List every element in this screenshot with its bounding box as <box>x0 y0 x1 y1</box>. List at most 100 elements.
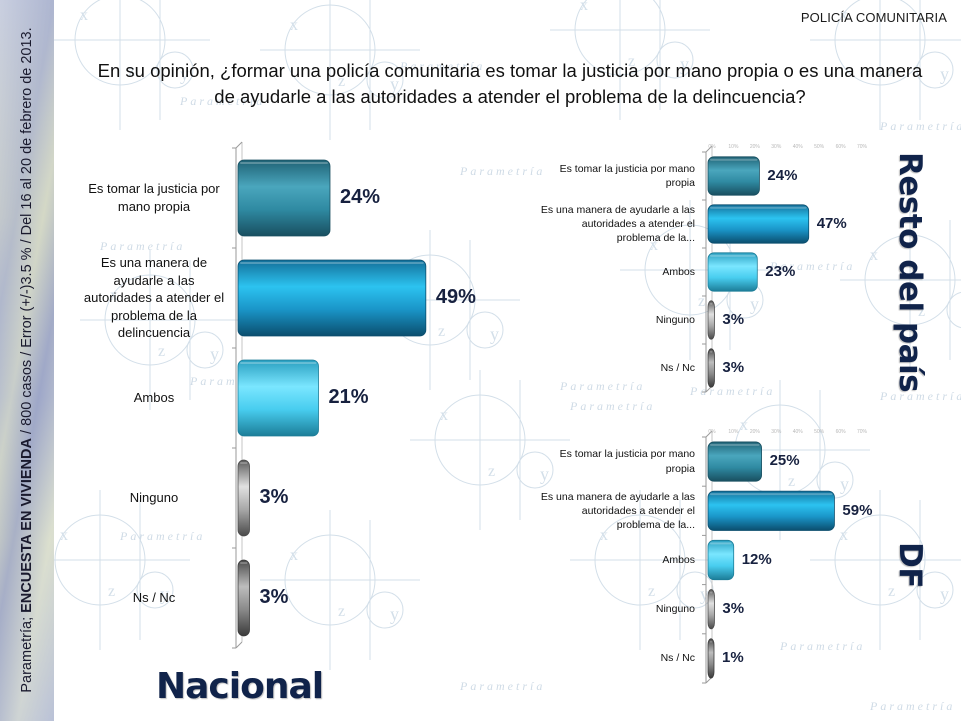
decorative-side-strip <box>0 0 54 721</box>
chart-df: 0% 10% 20% 30% 40% 50% 60% 70% 25% Es tomar la ju… <box>540 425 890 685</box>
value-label: 3% <box>722 310 745 328</box>
x-tick-label: 60% <box>836 429 847 435</box>
svg-text:Parametría: Parametría <box>119 529 205 543</box>
x-tick-label: 50% <box>814 144 825 150</box>
bar <box>237 559 250 637</box>
bar-chart-svg <box>232 141 427 649</box>
svg-text:x: x <box>80 7 88 24</box>
svg-text:y: y <box>160 584 169 604</box>
bar <box>707 638 715 679</box>
x-tick-label: 30% <box>771 429 782 435</box>
svg-text:z: z <box>648 583 655 600</box>
svg-text:z: z <box>128 63 135 80</box>
svg-text:y: y <box>940 584 949 604</box>
bar <box>237 259 427 337</box>
value-label: 23% <box>765 262 796 280</box>
bar <box>237 159 331 237</box>
bar <box>707 204 810 244</box>
svg-text:Parametría: Parametría <box>99 239 185 253</box>
category-label: Ns / Nc <box>660 652 695 665</box>
value-label: 24% <box>340 185 381 208</box>
bar-highlight <box>240 362 317 364</box>
bar-highlight <box>710 443 760 446</box>
chart-resto-del-pais: 0% 10% 20% 30% 40% 50% 60% 70% 24% Es tomar la ju… <box>540 140 890 400</box>
axis-corner <box>705 145 713 153</box>
x-tick-label: 60% <box>836 144 847 150</box>
bar <box>707 156 760 196</box>
svg-text:y: y <box>540 464 549 484</box>
svg-text:Parametría: Parametría <box>879 119 961 133</box>
svg-text:z: z <box>338 73 345 90</box>
x-tick-label: 0% <box>708 144 716 150</box>
bar-highlight <box>240 162 328 164</box>
category-label: Es tomar la justicia por mano propia <box>559 448 695 475</box>
bar-highlight <box>240 262 424 264</box>
bar-highlight <box>710 158 758 161</box>
category-label: Es tomar la justicia por mano propia <box>559 162 695 189</box>
bar-highlight <box>710 640 712 643</box>
bar-highlight <box>710 302 713 305</box>
svg-text:y: y <box>390 74 399 94</box>
bar <box>707 252 758 292</box>
svg-text:x: x <box>650 237 658 254</box>
value-label: 47% <box>816 214 847 232</box>
svg-text:y: y <box>490 324 499 344</box>
value-label: 21% <box>328 385 369 408</box>
x-tick-label: 50% <box>814 429 825 435</box>
category-label: Ns / Nc <box>660 361 695 374</box>
category-label: Ninguno <box>655 313 695 326</box>
bar-chart-svg: 0% 10% 20% 30% 40% 50% 60% 70% <box>702 144 868 393</box>
bar-highlight <box>710 591 713 594</box>
svg-text:x: x <box>840 7 848 24</box>
x-tick-label: 30% <box>771 144 782 150</box>
bar-highlight <box>710 493 833 496</box>
svg-text:z: z <box>628 53 635 70</box>
x-tick-label: 0% <box>708 429 716 435</box>
axis-corner <box>235 141 243 149</box>
svg-text:z: z <box>888 63 895 80</box>
svg-text:y: y <box>210 344 219 364</box>
svg-text:y: y <box>180 64 189 84</box>
svg-text:x: x <box>290 17 298 34</box>
svg-text:z: z <box>158 343 165 360</box>
svg-text:y: y <box>750 294 759 314</box>
value-label: 25% <box>769 452 800 470</box>
chart-title-nacional: Nacional <box>156 666 324 707</box>
svg-text:z: z <box>488 463 495 480</box>
chart-title-resto-del-pais: Resto del país <box>892 152 928 393</box>
svg-text:Parametría: Parametría <box>399 59 485 73</box>
bar <box>237 459 250 537</box>
category-label: Ninguno <box>655 603 695 616</box>
svg-text:Parametría: Parametría <box>459 164 545 178</box>
svg-text:Parametría: Parametría <box>179 94 265 108</box>
bar-highlight <box>240 462 248 464</box>
category-label: Ambos <box>662 553 695 566</box>
bar <box>707 441 762 482</box>
category-label: Ambos <box>662 265 695 278</box>
bar-highlight <box>710 254 756 257</box>
svg-text:z: z <box>438 323 445 340</box>
section-tag: POLICÍA COMUNITARIA <box>800 10 947 25</box>
value-label: 3% <box>722 599 745 617</box>
svg-text:Parametría: Parametría <box>879 389 961 403</box>
svg-text:x: x <box>870 247 878 264</box>
svg-text:y: y <box>680 54 689 74</box>
value-label: 12% <box>741 550 772 568</box>
bar <box>707 300 715 340</box>
x-tick-label: 20% <box>750 429 761 435</box>
bar <box>707 490 835 531</box>
svg-text:y: y <box>700 584 709 604</box>
svg-text:Parametría: Parametría <box>459 679 545 693</box>
svg-text:Parametría: Parametría <box>569 399 655 413</box>
bar <box>707 348 715 388</box>
category-label: Es una manera de ayudarle a las autorida… <box>540 203 695 245</box>
bar-highlight <box>710 350 713 353</box>
category-label: Ambos <box>133 390 175 406</box>
chart-title-df: DF <box>892 542 928 588</box>
svg-text:y: y <box>840 474 849 494</box>
svg-text:x: x <box>60 527 68 544</box>
survey-source-caption: Parametría; ENCUESTA EN VIVIENDA / 800 c… <box>19 27 35 692</box>
bar <box>237 359 319 437</box>
svg-text:x: x <box>290 547 298 564</box>
